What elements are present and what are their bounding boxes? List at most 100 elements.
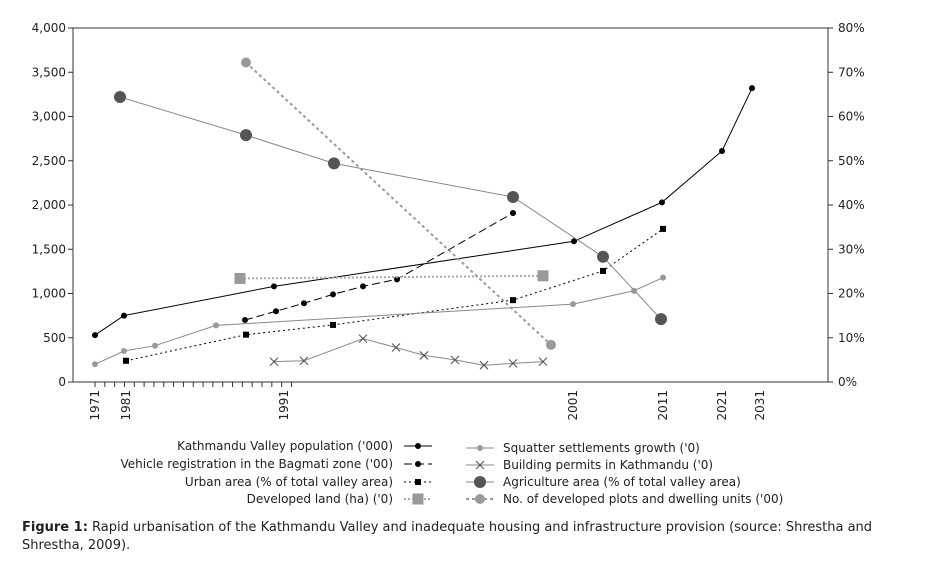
series-4-point xyxy=(660,274,666,281)
series-0-point xyxy=(719,148,725,155)
series-4-point xyxy=(152,342,158,349)
legend-label: Squatter settlements growth ('0) xyxy=(503,441,700,455)
series-1-point xyxy=(330,291,336,298)
series-2-line xyxy=(125,228,664,362)
series-6-line xyxy=(119,96,662,320)
axes: 0 500 1,000 1,500 2,000 2,500 3,000 3,500 4,000 0… xyxy=(32,21,865,421)
series-6-point xyxy=(597,250,609,263)
series-5-point-b xyxy=(419,351,429,360)
series-5-point-b xyxy=(450,355,460,365)
series-4-point xyxy=(570,301,576,308)
y-left-tick-label: 2,500 xyxy=(32,154,66,168)
series-1-point xyxy=(242,317,248,324)
series-6-point xyxy=(655,313,667,326)
series-5-point-b xyxy=(299,356,309,366)
series-3-point xyxy=(537,270,549,282)
series-1-point xyxy=(394,276,400,283)
caption-text: Rapid urbanisation of the Kathmandu Vall… xyxy=(22,520,873,553)
x-tick-label: 2001 xyxy=(566,390,580,421)
y-left-tick-label: 500 xyxy=(43,331,66,345)
x-tick-label: 2011 xyxy=(656,390,670,421)
series-legend-5-point-b xyxy=(475,460,485,470)
y-right-tick-label: 70% xyxy=(838,65,865,79)
series-6-point xyxy=(240,129,252,142)
series-2-point xyxy=(123,357,129,364)
series-2-point xyxy=(243,331,249,338)
y-right-tick-label: 80% xyxy=(838,21,865,35)
series-0-line xyxy=(94,87,753,336)
legend-label: Kathmandu Valley population ('000) xyxy=(177,439,393,453)
series-3-line xyxy=(239,274,544,280)
y-left-tick-label: 1,000 xyxy=(32,287,66,301)
legend-label: Building permits in Kathmandu ('0) xyxy=(503,458,713,472)
y-right-tick-label: 40% xyxy=(838,198,865,212)
series-1-point xyxy=(510,209,516,216)
series-0-point xyxy=(121,312,127,319)
series-4-point xyxy=(92,361,98,368)
series-0-point xyxy=(749,85,755,92)
series-2-point xyxy=(510,297,516,304)
series-0-point xyxy=(571,238,577,245)
series-1-point xyxy=(273,308,279,315)
caption-label: Figure 1: xyxy=(22,520,88,535)
series-legend-1-point xyxy=(415,461,421,467)
series-1-point xyxy=(301,300,307,307)
series-2-point xyxy=(330,321,336,328)
series-1-point xyxy=(360,283,366,290)
series-6-point xyxy=(114,91,126,104)
series-legend-6-point xyxy=(474,476,486,488)
plot-frame xyxy=(72,27,829,383)
series-legend-2-point xyxy=(415,479,421,485)
series-2-point xyxy=(660,225,666,232)
series-5-line xyxy=(273,338,544,366)
series-4-line xyxy=(94,277,664,365)
y-left-tick-label: 4,000 xyxy=(32,21,66,35)
series-5-point-b xyxy=(269,357,279,367)
series-0-point xyxy=(271,283,277,290)
series-4-point xyxy=(121,348,127,355)
y-left-tick-label: 3,000 xyxy=(32,110,66,124)
legend-label: Developed land (ha) ('0) xyxy=(247,492,393,506)
y-right-tick-label: 30% xyxy=(838,242,865,256)
y-left-tick-label: 0 xyxy=(58,375,66,389)
legend: Kathmandu Valley population ('000) Vehicl… xyxy=(120,439,783,506)
series-5-point-b xyxy=(358,334,368,344)
series-legend-4-point xyxy=(477,445,483,451)
series-2-point xyxy=(600,267,606,274)
series-1-line xyxy=(244,212,514,321)
series-legend-0-point xyxy=(415,443,421,449)
series-legend-7-point xyxy=(475,494,485,504)
y-left-tick-label: 1,500 xyxy=(32,242,66,256)
series-4-point xyxy=(213,322,219,329)
series-5-point-b xyxy=(538,357,548,367)
series-layer xyxy=(92,57,755,370)
series-legend-3-point xyxy=(412,493,424,505)
series-7-point xyxy=(241,57,251,68)
series-7-line xyxy=(245,61,552,346)
series-0-point xyxy=(659,199,665,206)
y-left-tick-label: 2,000 xyxy=(32,198,66,212)
x-tick-label: 1991 xyxy=(277,390,291,421)
x-tick-label: 1981 xyxy=(119,390,133,421)
series-7-point xyxy=(546,339,556,350)
x-tick-label: 2021 xyxy=(715,390,729,421)
y-left-tick-label: 3,500 xyxy=(32,65,66,79)
x-tick-label: 1971 xyxy=(88,390,102,421)
legend-label: Agriculture area (% of total valley area… xyxy=(503,475,741,489)
series-0-point xyxy=(92,332,98,339)
series-6-point xyxy=(328,157,340,170)
legend-label: Vehicle registration in the Bagmati zone… xyxy=(120,457,393,471)
figure-caption: Figure 1: Rapid urbanisation of the Kath… xyxy=(22,519,902,555)
legend-label: Urban area (% of total valley area) xyxy=(185,475,393,489)
y-right-tick-label: 50% xyxy=(838,154,865,168)
series-6-point xyxy=(507,191,519,204)
y-right-tick-label: 20% xyxy=(838,287,865,301)
y-right-tick-label: 10% xyxy=(838,331,865,345)
legend-label: No. of developed plots and dwelling unit… xyxy=(503,492,783,506)
y-right-tick-label: 0% xyxy=(838,375,857,389)
series-5-point-b xyxy=(479,360,489,370)
y-right-tick-label: 60% xyxy=(838,110,865,124)
series-5-point-b xyxy=(391,343,401,352)
series-3-point xyxy=(234,272,246,284)
